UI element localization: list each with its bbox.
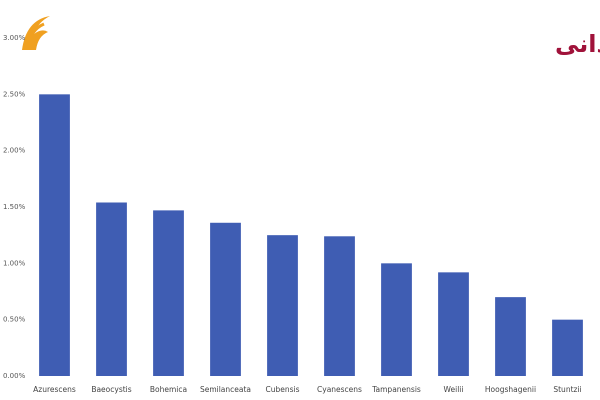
bar — [210, 222, 241, 376]
bar — [153, 210, 184, 376]
x-tick-label: Semilanceata — [200, 385, 251, 394]
x-tick-label: Bohemica — [150, 385, 187, 394]
x-tick-label: Tampanensis — [371, 385, 421, 394]
bar — [96, 202, 127, 376]
bar — [267, 235, 298, 376]
x-tick-label: Cubensis — [265, 385, 299, 394]
bar — [324, 236, 355, 376]
y-tick-label: 0.50% — [3, 316, 26, 324]
logo-shape — [22, 16, 50, 50]
y-tick-label: 2.00% — [3, 147, 26, 155]
bar — [495, 297, 526, 376]
y-tick-label: 0.00% — [3, 372, 26, 380]
x-tick-label: Hoogshagenii — [485, 385, 536, 394]
x-tick-label: Cyanescens — [317, 385, 362, 394]
x-tick-label: Azurescens — [33, 385, 76, 394]
x-tick-label: Baeocystis — [91, 385, 131, 394]
logo — [22, 16, 50, 50]
y-tick-label: 1.50% — [3, 203, 26, 211]
y-tick-label: 1.00% — [3, 259, 26, 267]
x-tick-label: Stuntzii — [553, 385, 581, 394]
y-tick-label: 3.00% — [3, 34, 26, 42]
logo-stroke — [26, 22, 45, 49]
bar — [381, 263, 412, 376]
bar — [438, 272, 469, 376]
x-tick-label: Weilii — [444, 385, 464, 394]
y-tick-label: 2.50% — [3, 90, 26, 98]
chart-title: ده نوع ماجیک ماشروم با بیشترین خاصیت روا… — [555, 30, 600, 58]
bar — [552, 319, 583, 376]
bar — [39, 94, 70, 376]
